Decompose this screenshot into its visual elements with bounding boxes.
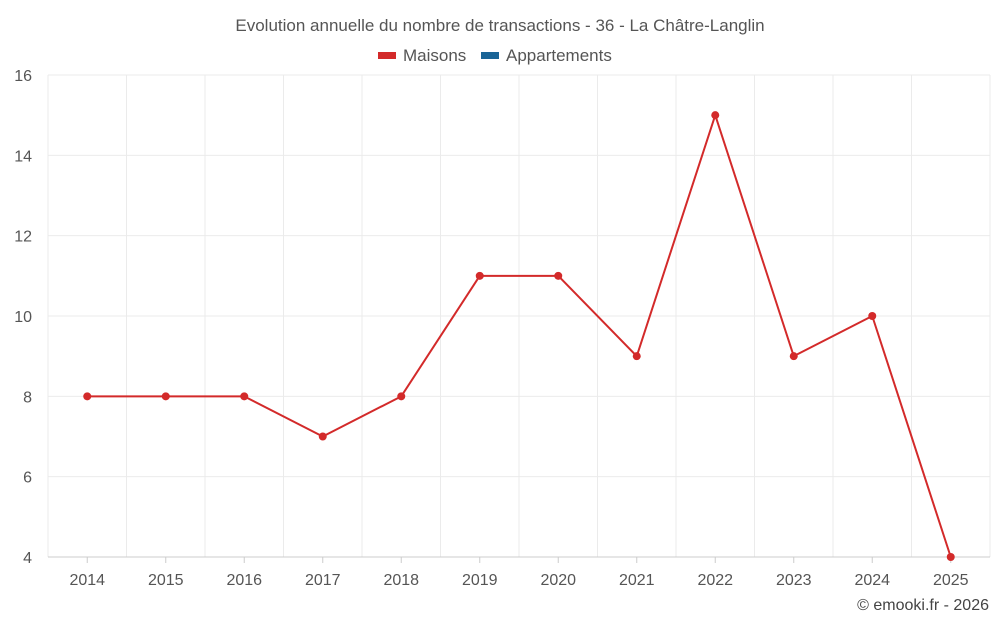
y-tick-label: 6 (23, 470, 32, 487)
y-tick-label: 8 (23, 389, 32, 406)
x-tick-label: 2018 (383, 572, 419, 589)
legend-label-maisons: Maisons (403, 46, 466, 65)
x-tick-label: 2016 (226, 572, 262, 589)
x-tick-label: 2022 (697, 572, 733, 589)
data-point-maisons-2015[interactable] (161, 392, 170, 401)
y-tick-label: 14 (14, 148, 32, 165)
x-tick-label: 2024 (854, 572, 890, 589)
x-tick-label: 2020 (540, 572, 576, 589)
data-point-maisons-2020[interactable] (554, 271, 563, 280)
data-point-maisons-2025[interactable] (946, 553, 955, 561)
x-tick-label: 2025 (933, 572, 969, 589)
data-point-maisons-2022[interactable] (711, 111, 720, 120)
data-point-maisons-2019[interactable] (475, 271, 484, 280)
x-tick-label: 2015 (148, 572, 184, 589)
credit-label: © emooki.fr - 2026 (857, 597, 989, 614)
x-tick-label: 2023 (776, 572, 812, 589)
data-point-maisons-2024[interactable] (868, 312, 877, 320)
x-tick-label: 2019 (462, 572, 498, 589)
legend: Maisons Appartements (378, 46, 612, 65)
legend-swatch-appartements (481, 52, 499, 59)
legend-item-maisons[interactable]: Maisons (378, 46, 466, 65)
chart-title: Evolution annuelle du nombre de transact… (235, 16, 764, 35)
x-axis-ticks: 2014 2015 2016 2017 2018 2019 2020 2021 2022 2023… (69, 557, 969, 589)
x-tick-label: 2017 (305, 572, 341, 589)
legend-item-appartements[interactable]: Appartements (481, 46, 612, 65)
y-tick-label: 12 (14, 229, 32, 246)
data-point-maisons-2014[interactable] (83, 392, 92, 401)
legend-swatch-maisons (378, 52, 396, 59)
series-layer (83, 111, 955, 561)
grid (47, 74, 991, 558)
data-point-maisons-2017[interactable] (318, 432, 327, 441)
data-point-maisons-2021[interactable] (632, 352, 641, 361)
y-axis-ticks: 4 6 8 10 12 14 16 (14, 68, 32, 567)
x-tick-label: 2021 (619, 572, 655, 589)
data-point-maisons-2023[interactable] (789, 352, 798, 361)
y-tick-label: 10 (14, 309, 32, 326)
data-point-maisons-2016[interactable] (240, 392, 249, 401)
y-tick-label: 4 (23, 550, 32, 567)
series-line-maisons (87, 114, 952, 558)
data-point-maisons-2018[interactable] (397, 392, 406, 401)
y-tick-label: 16 (14, 68, 32, 85)
x-tick-label: 2014 (69, 572, 105, 589)
legend-label-appartements: Appartements (506, 46, 612, 65)
